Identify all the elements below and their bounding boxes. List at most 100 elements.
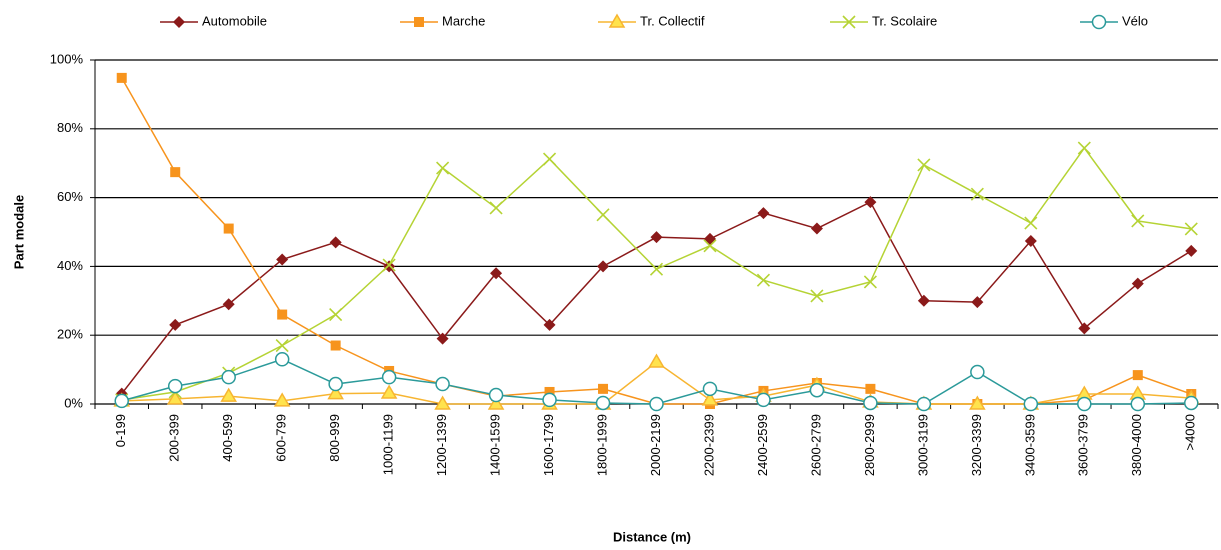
marker — [169, 318, 182, 331]
legend-marker — [608, 13, 626, 28]
marker — [277, 309, 288, 320]
x-tick-label: 600-799 — [274, 414, 289, 462]
marker — [1024, 234, 1037, 247]
marker — [220, 387, 237, 402]
marker — [971, 296, 984, 309]
legend-label: Tr. Scolaire — [872, 13, 937, 28]
marker — [222, 298, 235, 311]
marker — [970, 187, 984, 201]
x-tick-label: 1200-1399 — [434, 414, 449, 476]
marker — [703, 232, 716, 245]
marker — [756, 273, 771, 287]
x-tick-label: 3000-3199 — [915, 414, 930, 476]
marker — [542, 392, 557, 408]
x-tick-label: 3400-3599 — [1022, 414, 1037, 476]
x-tick-label: 3600-3799 — [1076, 414, 1091, 476]
marker — [969, 395, 986, 410]
marker — [650, 231, 663, 244]
x-tick-label: 1800-1999 — [594, 414, 609, 476]
marker — [170, 167, 181, 178]
marker — [488, 387, 504, 403]
marker — [649, 262, 664, 276]
marker — [380, 384, 398, 399]
legend-marker — [1091, 14, 1107, 30]
x-tick-label: 3800-4000 — [1129, 414, 1144, 476]
marker — [544, 386, 555, 397]
legend-label: Vélo — [1122, 13, 1148, 28]
marker — [970, 364, 985, 380]
marker — [1130, 396, 1146, 412]
marker — [1024, 216, 1038, 230]
marker — [648, 353, 665, 368]
marker — [810, 289, 824, 303]
marker — [756, 392, 771, 408]
marker — [543, 318, 556, 331]
x-tick-label: >4000 — [1183, 414, 1198, 451]
marker — [1077, 141, 1091, 155]
marker — [809, 382, 825, 398]
marker — [917, 158, 931, 172]
marker — [383, 260, 396, 273]
marker — [595, 395, 611, 411]
marker — [436, 332, 449, 345]
x-tick-label: 2000-2199 — [648, 414, 663, 476]
marker — [1184, 222, 1198, 236]
x-tick-label: 2400-2599 — [755, 414, 770, 476]
marker — [329, 236, 342, 249]
x-tick-label: 200-399 — [167, 414, 182, 462]
marker — [435, 376, 450, 392]
marker — [597, 260, 610, 273]
marker — [1185, 244, 1198, 257]
marker — [275, 338, 289, 353]
x-tick-label: 1400-1599 — [488, 414, 503, 476]
legend-label: Tr. Collectif — [640, 13, 705, 28]
marker — [221, 369, 236, 385]
marker — [381, 369, 397, 385]
marker — [167, 378, 183, 394]
legend-marker — [842, 15, 856, 29]
marker — [1078, 322, 1091, 335]
legend-marker — [414, 17, 424, 27]
marker — [757, 207, 770, 220]
x-tick-label: 1600-1799 — [541, 414, 556, 476]
marker — [434, 395, 451, 410]
marker — [223, 223, 234, 234]
marker — [276, 253, 289, 266]
marker — [490, 267, 503, 280]
marker — [1131, 277, 1144, 290]
marker — [273, 392, 291, 407]
x-tick-label: 2600-2799 — [808, 414, 823, 476]
marker — [598, 383, 609, 394]
marker — [382, 258, 396, 272]
marker — [1132, 370, 1143, 381]
y-axis-title: Part modale — [11, 195, 26, 269]
x-tick-label: 2200-2399 — [701, 414, 716, 476]
marker — [330, 340, 341, 351]
y-tick-label: 20% — [57, 327, 83, 342]
marker — [328, 376, 343, 392]
marker — [649, 396, 664, 412]
x-tick-label: 400-599 — [220, 414, 235, 462]
marker — [1023, 396, 1039, 412]
marker — [166, 390, 184, 405]
marker — [865, 383, 876, 394]
x-tick-label: 3200-3399 — [969, 414, 984, 476]
x-tick-label: 2800-2999 — [862, 414, 877, 476]
marker — [596, 208, 610, 222]
marker — [114, 393, 129, 409]
marker — [274, 352, 290, 367]
marker — [1131, 214, 1145, 228]
x-axis-title: Distance (m) — [613, 529, 691, 544]
legend-label: Automobile — [202, 13, 267, 28]
marker — [1184, 395, 1199, 411]
marker — [701, 391, 719, 406]
marker — [863, 275, 877, 289]
marker — [863, 395, 878, 411]
marker — [116, 72, 127, 83]
y-tick-label: 60% — [57, 189, 83, 204]
marker — [864, 196, 877, 209]
y-tick-label: 100% — [50, 51, 84, 66]
marker — [489, 201, 503, 215]
x-tick-label: 0-199 — [113, 414, 128, 447]
